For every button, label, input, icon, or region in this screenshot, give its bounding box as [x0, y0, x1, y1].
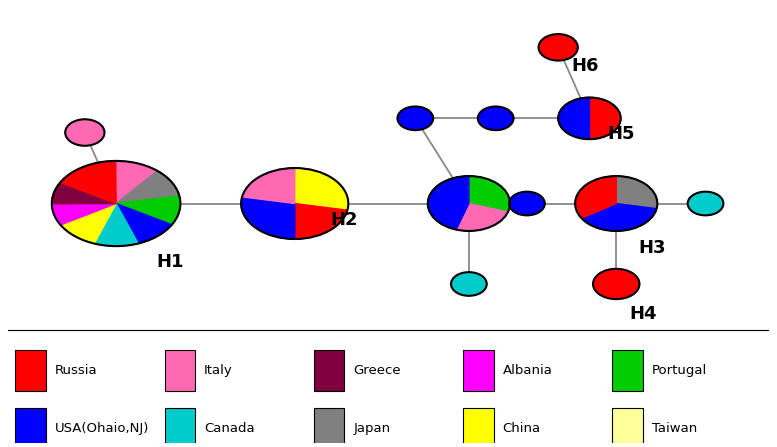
Ellipse shape [688, 192, 723, 215]
Bar [314, 408, 344, 447]
Text: China: China [503, 422, 541, 435]
Text: H5: H5 [608, 126, 635, 143]
Polygon shape [581, 203, 657, 231]
Polygon shape [456, 203, 508, 231]
Bar [612, 408, 643, 447]
Polygon shape [558, 97, 590, 139]
Polygon shape [52, 182, 116, 204]
Ellipse shape [538, 34, 578, 61]
Ellipse shape [65, 119, 104, 146]
Bar [612, 350, 643, 392]
Text: Portugal: Portugal [652, 364, 707, 377]
Bar [463, 408, 493, 447]
Polygon shape [116, 196, 180, 225]
Bar [165, 408, 195, 447]
Text: Taiwan: Taiwan [652, 422, 697, 435]
Bar [463, 350, 493, 392]
Polygon shape [294, 168, 348, 210]
Text: Japan: Japan [354, 422, 391, 435]
Polygon shape [575, 176, 616, 218]
Text: Canada: Canada [204, 422, 255, 435]
Text: H1: H1 [156, 253, 184, 271]
Polygon shape [428, 176, 469, 230]
Polygon shape [241, 197, 294, 239]
Ellipse shape [451, 272, 486, 296]
Text: USA(Ohaio,NJ): USA(Ohaio,NJ) [55, 422, 149, 435]
Ellipse shape [593, 269, 639, 299]
Polygon shape [116, 161, 158, 203]
Bar [165, 350, 195, 392]
Polygon shape [469, 176, 510, 212]
Bar [16, 350, 46, 392]
Text: H3: H3 [639, 239, 666, 257]
Text: H2: H2 [330, 211, 358, 228]
Polygon shape [616, 176, 657, 209]
Polygon shape [116, 203, 172, 244]
Ellipse shape [478, 106, 514, 130]
Bar [16, 408, 46, 447]
Polygon shape [94, 203, 138, 246]
Polygon shape [52, 203, 116, 225]
Text: Greece: Greece [354, 364, 401, 377]
Ellipse shape [509, 192, 545, 215]
Polygon shape [116, 171, 179, 203]
Text: H4: H4 [629, 305, 657, 323]
Polygon shape [60, 161, 116, 203]
Polygon shape [590, 97, 621, 139]
Text: Italy: Italy [204, 364, 233, 377]
Polygon shape [61, 203, 116, 244]
Bar [314, 350, 344, 392]
Ellipse shape [397, 106, 433, 130]
Text: Russia: Russia [55, 364, 98, 377]
Polygon shape [294, 203, 347, 239]
Text: H6: H6 [572, 57, 599, 75]
Text: Albania: Albania [503, 364, 552, 377]
Polygon shape [242, 168, 294, 203]
